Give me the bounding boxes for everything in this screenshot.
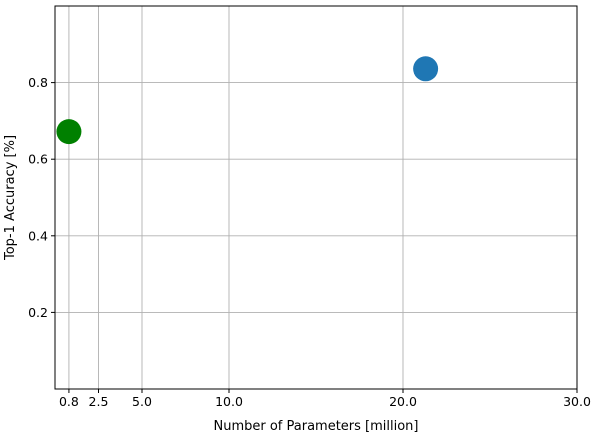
y-tick-label: 0.2 <box>28 305 48 320</box>
x-axis-ticks: 0.8 2.5 5.0 10.0 20.0 30.0 <box>59 389 591 409</box>
y-tick-label: 0.8 <box>28 75 48 90</box>
x-tick-label: 0.8 <box>59 394 79 409</box>
y-tick-label: 0.4 <box>28 228 48 243</box>
x-tick-label: 5.0 <box>132 394 152 409</box>
grid-lines <box>55 6 578 389</box>
x-tick-label: 10.0 <box>215 394 243 409</box>
x-axis-label: Number of Parameters [million] <box>213 419 418 434</box>
plot-frame <box>54 5 578 390</box>
data-points <box>56 56 439 145</box>
data-point <box>56 119 82 145</box>
x-tick-label: 30.0 <box>563 394 591 409</box>
y-tick-label: 0.6 <box>28 152 48 167</box>
y-axis-label: Top-1 Accuracy [%] <box>3 135 18 261</box>
x-tick-label: 20.0 <box>389 394 417 409</box>
x-tick-label: 2.5 <box>89 394 109 409</box>
y-axis-ticks: 0.2 0.4 0.6 0.8 <box>28 75 55 320</box>
data-point <box>413 56 439 82</box>
